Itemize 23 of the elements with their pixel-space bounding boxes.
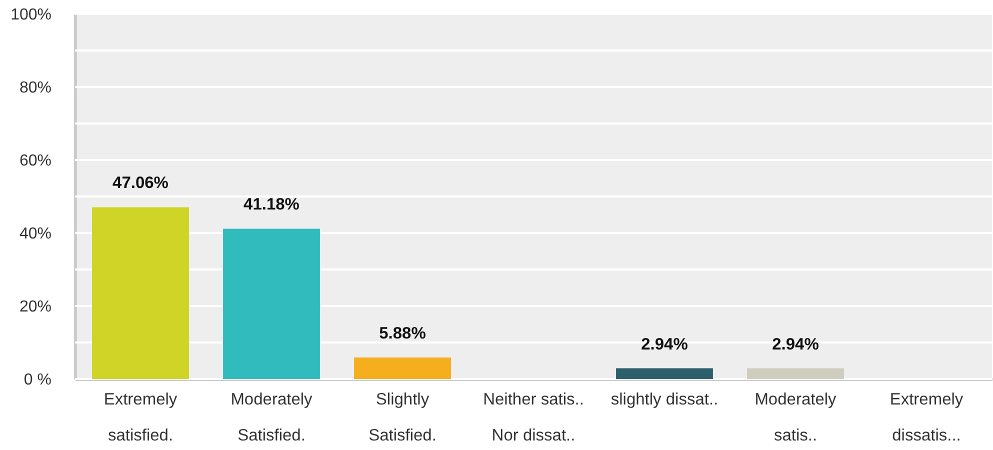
bar: [92, 207, 189, 379]
bar: [223, 228, 320, 379]
y-tick-label: 20%: [19, 298, 52, 316]
x-tick-label: Moderately satis..: [754, 390, 838, 444]
y-tick-label: 80%: [19, 80, 52, 96]
x-tick-label: Neither satis.. Nor dissat..: [483, 390, 584, 444]
data-label: 41.18%: [244, 196, 300, 214]
y-tick-label: 100%: [10, 6, 52, 24]
data-label: 47.06%: [112, 174, 169, 192]
x-tick-label: Slightly Satisfied.: [368, 390, 436, 444]
y-tick-label: 60%: [19, 152, 52, 170]
x-tick-label: slightly dissat..: [610, 390, 718, 408]
bar: [747, 368, 844, 379]
y-tick-label: 0 %: [24, 372, 52, 388]
x-tick-label: Moderately Satisfied.: [230, 390, 314, 444]
data-label: 5.88%: [379, 324, 426, 343]
x-tick-label: Extremely dissatis...: [890, 390, 964, 444]
bar: [354, 358, 451, 379]
data-label: 2.94%: [772, 335, 820, 354]
bar: [616, 368, 713, 379]
data-label: 2.94%: [641, 335, 688, 354]
y-tick-label: 40%: [19, 226, 52, 242]
x-tick-label: Extremely satisfied.: [104, 390, 178, 444]
